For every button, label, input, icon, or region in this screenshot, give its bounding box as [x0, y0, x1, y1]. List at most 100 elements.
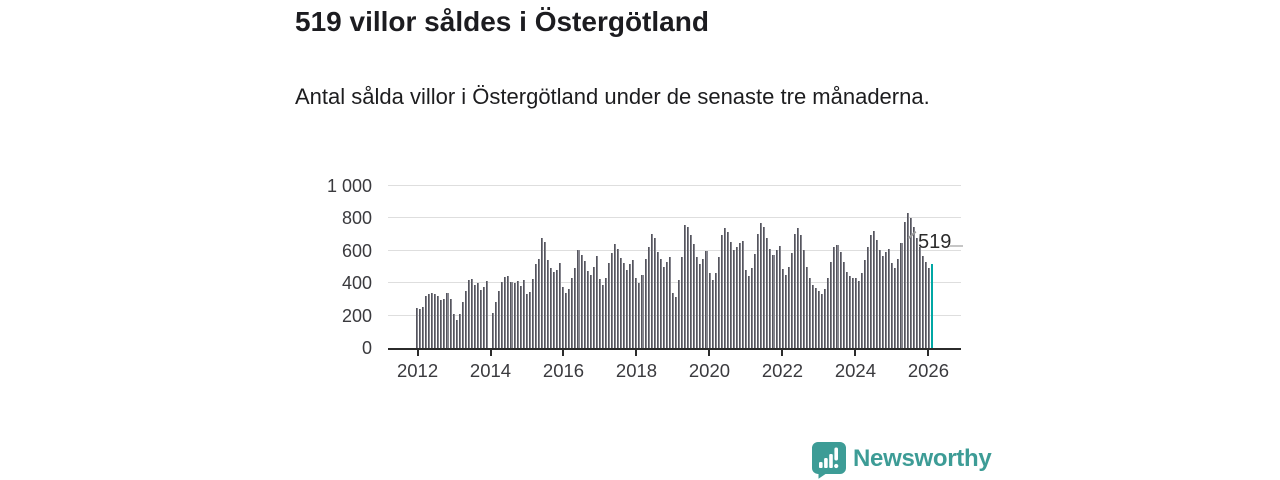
- bar: [452, 314, 455, 348]
- bar: [748, 275, 751, 348]
- page-title: 519 villor såldes i Östergötland: [295, 6, 709, 37]
- bar: [821, 293, 824, 348]
- bar: [589, 274, 592, 348]
- bar: [620, 257, 623, 348]
- bar: [611, 253, 614, 348]
- bar: [711, 279, 714, 348]
- bar: [580, 255, 583, 348]
- bar-highlighted: [930, 263, 933, 348]
- bar: [784, 274, 787, 348]
- bar: [915, 237, 918, 348]
- bar: [537, 258, 540, 348]
- bar: [778, 245, 781, 348]
- bar: [754, 253, 757, 348]
- gridline: [388, 249, 961, 251]
- bar: [842, 261, 845, 348]
- bar: [757, 234, 760, 348]
- bar: [836, 244, 839, 348]
- bar: [571, 278, 574, 348]
- bar: [574, 268, 577, 348]
- y-tick-label: 800: [341, 208, 372, 229]
- brand-name: Newsworthy: [853, 445, 992, 472]
- bar: [699, 263, 702, 348]
- bar: [900, 243, 903, 348]
- gridline: [388, 185, 961, 186]
- bar: [827, 278, 830, 348]
- x-tick: [562, 350, 565, 356]
- bar: [742, 241, 745, 348]
- bar: [543, 242, 547, 348]
- bar: [674, 296, 678, 348]
- y-tick-label: 200: [341, 305, 372, 326]
- bar: [458, 313, 461, 348]
- bar: [772, 255, 775, 348]
- bar: [467, 279, 470, 348]
- bar: [656, 252, 659, 348]
- bar: [492, 313, 495, 348]
- bar: [876, 239, 879, 348]
- bar: [443, 299, 446, 348]
- bar: [595, 256, 598, 348]
- bar: [833, 247, 836, 348]
- bar: [708, 273, 711, 348]
- bar: [684, 224, 687, 348]
- chart-subtitle: Antal sålda villor i Östergötland under …: [295, 84, 930, 109]
- bar: [879, 249, 882, 348]
- gridline: [388, 314, 961, 316]
- newsworthy-logo-icon: [812, 442, 846, 479]
- bar: [681, 257, 684, 348]
- bar: [586, 270, 589, 348]
- bar: [851, 278, 854, 348]
- bar: [866, 247, 869, 348]
- bar: [671, 292, 674, 348]
- bar: [550, 268, 553, 348]
- bar: [428, 294, 431, 348]
- bar: [830, 261, 833, 348]
- bar: [894, 268, 897, 348]
- bar: [799, 235, 802, 348]
- x-tick: [635, 350, 638, 356]
- bar: [434, 294, 437, 348]
- x-tick-label: 2018: [615, 360, 658, 381]
- bar: [839, 252, 842, 348]
- bar: [473, 284, 476, 348]
- bar: [516, 281, 519, 348]
- bar: [638, 282, 641, 348]
- bar: [787, 267, 790, 348]
- bar: [769, 248, 772, 348]
- bar: [775, 250, 778, 348]
- annotation-dash: [949, 245, 963, 247]
- bar: [873, 231, 876, 348]
- bar: [519, 286, 522, 348]
- bar: [653, 237, 656, 348]
- bar: [641, 275, 644, 348]
- brand-link[interactable]: Newsworthy: [812, 442, 992, 479]
- bar: [903, 221, 906, 348]
- gridline: [388, 217, 961, 219]
- bar: [553, 271, 556, 348]
- bar: [562, 286, 565, 348]
- y-tick-label: 400: [341, 273, 372, 294]
- bar: [483, 287, 486, 348]
- bar: [723, 227, 726, 348]
- bar: [845, 271, 848, 348]
- bar: [860, 273, 863, 348]
- x-tick-label: 2014: [469, 360, 512, 381]
- bar: [425, 295, 428, 348]
- x-tick: [927, 350, 930, 356]
- bar: [732, 250, 735, 348]
- bar: [891, 263, 894, 348]
- bar: [927, 268, 930, 348]
- bar: [705, 250, 708, 348]
- bar: [495, 302, 498, 348]
- x-tick: [489, 350, 492, 356]
- bar: [735, 247, 738, 348]
- x-tick-label: 2016: [542, 360, 585, 381]
- bar: [501, 282, 504, 348]
- bar: [556, 269, 559, 348]
- bar: [479, 290, 483, 348]
- last-value-label: 519: [918, 231, 952, 253]
- bar: [650, 234, 653, 348]
- bar: [897, 259, 900, 348]
- bar: [738, 243, 742, 348]
